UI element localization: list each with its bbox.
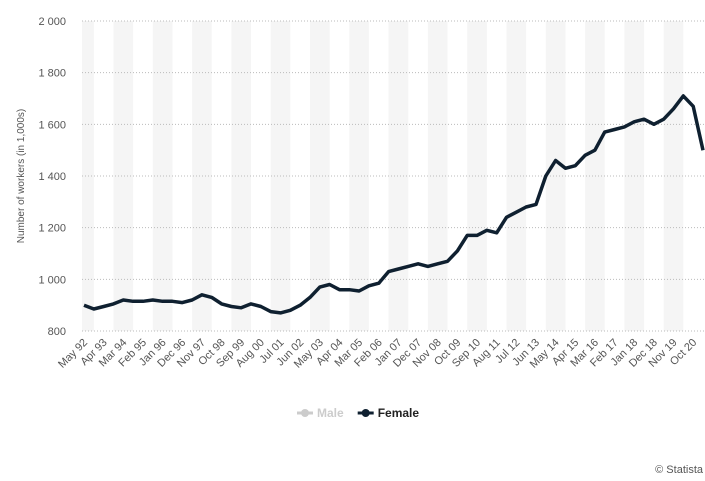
y-tick-label: 1 600 bbox=[38, 119, 66, 131]
line-series bbox=[83, 94, 705, 315]
band bbox=[152, 21, 173, 331]
legend-marker bbox=[361, 409, 370, 417]
y-tick-label: 1 200 bbox=[38, 223, 66, 235]
y-tick-label: 800 bbox=[48, 326, 66, 338]
legend-label: Male bbox=[317, 406, 344, 420]
band bbox=[349, 21, 369, 331]
legend-item[interactable]: Male bbox=[297, 406, 344, 420]
y-tick-label: 2 000 bbox=[38, 16, 66, 28]
band bbox=[192, 21, 212, 331]
legend-marker bbox=[301, 409, 309, 417]
y-tick-label: 1 400 bbox=[38, 171, 66, 183]
band bbox=[82, 21, 94, 331]
band bbox=[388, 21, 409, 331]
legend-item[interactable]: Female bbox=[357, 406, 420, 420]
y-axis-title: Number of workers (in 1,000s) bbox=[16, 109, 27, 244]
band bbox=[113, 21, 134, 331]
y-tick-label: 1 000 bbox=[38, 274, 66, 286]
band bbox=[427, 21, 448, 331]
band bbox=[506, 21, 527, 331]
credit: © Statista bbox=[655, 464, 704, 476]
legend-label: Female bbox=[378, 406, 420, 420]
y-tick-label: 1 800 bbox=[38, 68, 66, 80]
band bbox=[585, 21, 605, 331]
band bbox=[545, 21, 566, 331]
band bbox=[467, 21, 487, 331]
